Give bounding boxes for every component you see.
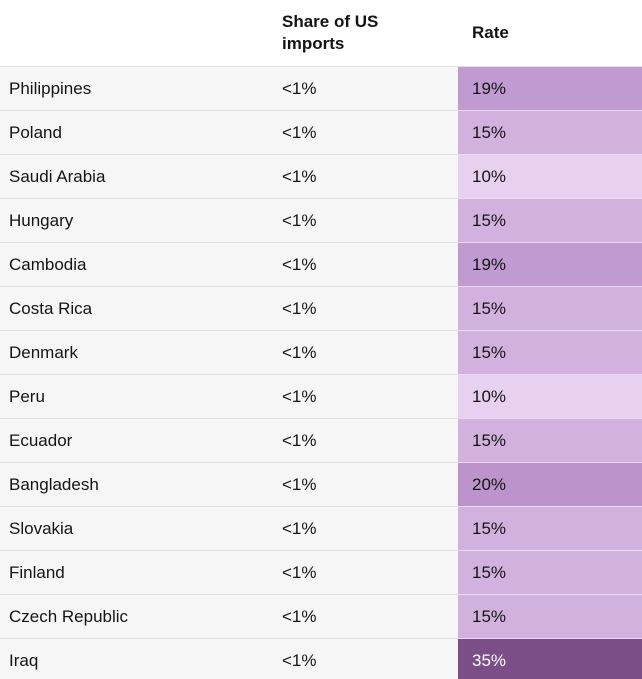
column-header-country <box>0 0 274 66</box>
country-cell: Denmark <box>0 331 274 375</box>
column-header-share-of-us-imports: Share of US imports <box>282 11 379 53</box>
table-row: Finland <1% 15% <box>0 551 642 595</box>
share-of-imports-cell: <1% <box>274 463 458 507</box>
share-of-imports-cell: <1% <box>274 375 458 419</box>
country-cell: Czech Republic <box>0 595 274 639</box>
table-row: Costa Rica <1% 15% <box>0 287 642 331</box>
table-row: Slovakia <1% 15% <box>0 507 642 551</box>
table-row: Bangladesh <1% 20% <box>0 463 642 507</box>
rate-cell: 20% <box>458 463 642 507</box>
rate-cell: 15% <box>458 551 642 595</box>
share-of-imports-cell: <1% <box>274 507 458 551</box>
share-of-imports-cell: <1% <box>274 155 458 199</box>
country-cell: Peru <box>0 375 274 419</box>
country-cell: Iraq <box>0 639 274 679</box>
table-row: Iraq <1% 35% <box>0 639 642 679</box>
table-row: Poland <1% 15% <box>0 111 642 155</box>
country-cell: Hungary <box>0 199 274 243</box>
rate-cell: 15% <box>458 199 642 243</box>
rate-cell: 15% <box>458 111 642 155</box>
country-cell: Bangladesh <box>0 463 274 507</box>
country-cell: Poland <box>0 111 274 155</box>
share-of-imports-cell: <1% <box>274 243 458 287</box>
share-of-imports-cell: <1% <box>274 595 458 639</box>
share-of-imports-cell: <1% <box>274 287 458 331</box>
country-cell: Ecuador <box>0 419 274 463</box>
table-row: Czech Republic <1% 15% <box>0 595 642 639</box>
share-of-imports-cell: <1% <box>274 199 458 243</box>
table-row: Denmark <1% 15% <box>0 331 642 375</box>
share-of-imports-cell: <1% <box>274 111 458 155</box>
share-of-imports-cell: <1% <box>274 419 458 463</box>
rate-cell: 10% <box>458 155 642 199</box>
rate-cell: 35% <box>458 639 642 679</box>
rate-cell: 15% <box>458 331 642 375</box>
country-cell: Slovakia <box>0 507 274 551</box>
column-header-rate: Rate <box>472 22 509 42</box>
rate-cell: 15% <box>458 419 642 463</box>
rate-cell: 15% <box>458 287 642 331</box>
table-row: Peru <1% 10% <box>0 375 642 419</box>
country-cell: Finland <box>0 551 274 595</box>
table-header-row: Share of US imports Rate <box>0 0 642 67</box>
rate-cell: 19% <box>458 67 642 111</box>
share-of-imports-cell: <1% <box>274 331 458 375</box>
rate-cell: 10% <box>458 375 642 419</box>
table-row: Saudi Arabia <1% 10% <box>0 155 642 199</box>
share-of-imports-cell: <1% <box>274 639 458 679</box>
share-of-imports-cell: <1% <box>274 551 458 595</box>
rate-cell: 15% <box>458 595 642 639</box>
share-of-imports-cell: <1% <box>274 67 458 111</box>
rate-cell: 15% <box>458 507 642 551</box>
rate-cell: 19% <box>458 243 642 287</box>
country-cell: Philippines <box>0 67 274 111</box>
table-row: Ecuador <1% 15% <box>0 419 642 463</box>
country-cell: Saudi Arabia <box>0 155 274 199</box>
table-body: Philippines <1% 19% Poland <1% 15% Saudi Arabi… <box>0 67 642 679</box>
table-row: Philippines <1% 19% <box>0 67 642 111</box>
table-row: Cambodia <1% 19% <box>0 243 642 287</box>
country-cell: Costa Rica <box>0 287 274 331</box>
table-row: Hungary <1% 15% <box>0 199 642 243</box>
country-cell: Cambodia <box>0 243 274 287</box>
